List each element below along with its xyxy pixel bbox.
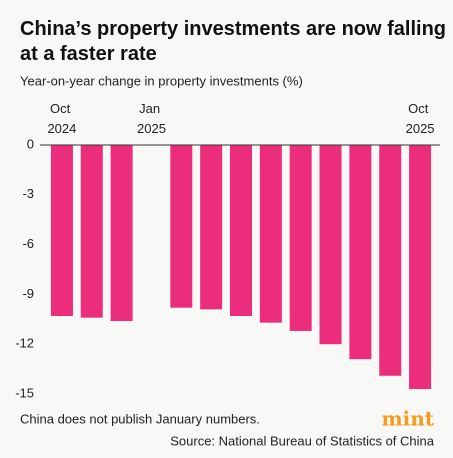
bar: [110, 145, 133, 321]
y-tick-label: -12: [15, 336, 34, 351]
x-tick-label: Oct 2025: [406, 101, 435, 136]
bar: [170, 145, 193, 308]
x-tick-label: Oct 2024: [47, 101, 76, 136]
bar: [200, 145, 223, 310]
x-tick-label: Jan 2025: [137, 101, 166, 136]
chart-title: China’s property investments are now fal…: [20, 18, 452, 65]
bar: [50, 145, 73, 316]
bar: [80, 145, 103, 318]
source: Source: National Bureau of Statistics of…: [170, 433, 435, 448]
bar: [319, 145, 342, 345]
bar: [230, 145, 252, 316]
bar: [289, 145, 312, 331]
subtitle: Year-on-year change in property investme…: [20, 73, 303, 88]
y-tick-label: -3: [22, 186, 34, 201]
bar: [379, 145, 402, 376]
bar: [259, 145, 282, 323]
logo: mint: [381, 407, 434, 431]
y-tick-label: 0: [27, 136, 34, 151]
y-tick-label: -15: [15, 385, 34, 400]
bar: [349, 145, 372, 360]
y-tick-label: -9: [22, 286, 34, 301]
note: China does not publish January numbers.: [20, 411, 260, 426]
bar: [409, 145, 432, 390]
y-tick-label: -6: [22, 236, 34, 251]
